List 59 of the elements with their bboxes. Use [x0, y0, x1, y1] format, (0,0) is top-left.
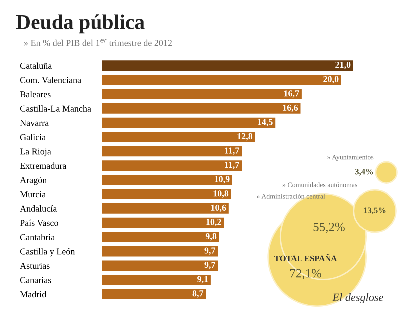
data-label: 21,0 — [336, 62, 351, 70]
data-label: 55,2% — [314, 222, 345, 234]
y-tick-label: Canarias — [20, 277, 52, 284]
data-label: 10,2 — [206, 219, 222, 227]
y-tick-label: Baleares — [20, 91, 51, 98]
bar — [102, 60, 354, 71]
bar — [102, 289, 206, 300]
y-tick-label: Cataluña — [20, 62, 52, 70]
y-tick-label: País Vasco — [20, 220, 58, 226]
category-label: TOTAL ESPAÑA — [274, 254, 338, 262]
bar — [102, 218, 224, 228]
bar — [102, 246, 218, 257]
y-tick-label: Castilla-La Mancha — [20, 106, 92, 112]
data-label: 10,6 — [211, 204, 226, 212]
bar — [102, 160, 242, 171]
data-label: 10,9 — [215, 176, 230, 184]
text: El desglose — [332, 293, 384, 304]
chart-subtitle: » En % del PIB del 1$^{er}$ trimestre de 2012 — [24, 39, 172, 46]
data-label: 16,7 — [284, 90, 300, 98]
y-tick-label: Galicia — [20, 134, 46, 140]
y-tick-label: Asturias — [20, 262, 50, 270]
bar — [102, 118, 276, 128]
data-label: 72,1% — [290, 269, 322, 280]
data-label: 10,8 — [214, 190, 229, 198]
y-tick-label: Castilla y León — [20, 248, 76, 257]
bar — [102, 89, 302, 100]
data-label: 9,7 — [204, 248, 216, 256]
data-label: 13,5% — [364, 208, 386, 215]
y-tick-label: Navarra — [20, 120, 49, 126]
data-label: 8,7 — [192, 290, 204, 298]
data-label: 9,7 — [204, 262, 216, 270]
bar — [102, 204, 229, 214]
bar — [102, 260, 218, 271]
y-tick-label: Madrid — [20, 291, 47, 298]
bar — [102, 174, 233, 186]
bar — [102, 74, 342, 86]
y-tick-label: Murcia — [20, 192, 46, 198]
y-tick-label: Aragón — [20, 176, 47, 186]
bar — [102, 146, 242, 157]
data-label: 9,8 — [206, 233, 217, 241]
data-label: 14,5 — [258, 119, 273, 127]
y-tick-label: Extremadura — [20, 162, 67, 170]
data-label: 20,0 — [324, 76, 339, 84]
y-tick-label: Com. Valenciana — [20, 76, 82, 84]
y-tick-label: Andalucía — [20, 206, 58, 212]
y-tick-label: Cantabria — [20, 234, 56, 240]
bar — [102, 132, 256, 142]
bar — [102, 232, 220, 242]
data-label: 11,7 — [225, 162, 240, 170]
bar — [102, 104, 301, 114]
data-label: 16,6 — [283, 104, 298, 112]
chart-title: Deuda pública — [16, 14, 145, 34]
y-tick-label: La Rioja — [20, 148, 52, 157]
bar — [102, 274, 211, 286]
data-label: 12,8 — [238, 133, 253, 141]
bar — [102, 189, 232, 200]
data-label: 9,1 — [198, 276, 208, 284]
data-label: 11,7 — [225, 148, 240, 156]
data-label: 3,4% — [355, 169, 374, 176]
